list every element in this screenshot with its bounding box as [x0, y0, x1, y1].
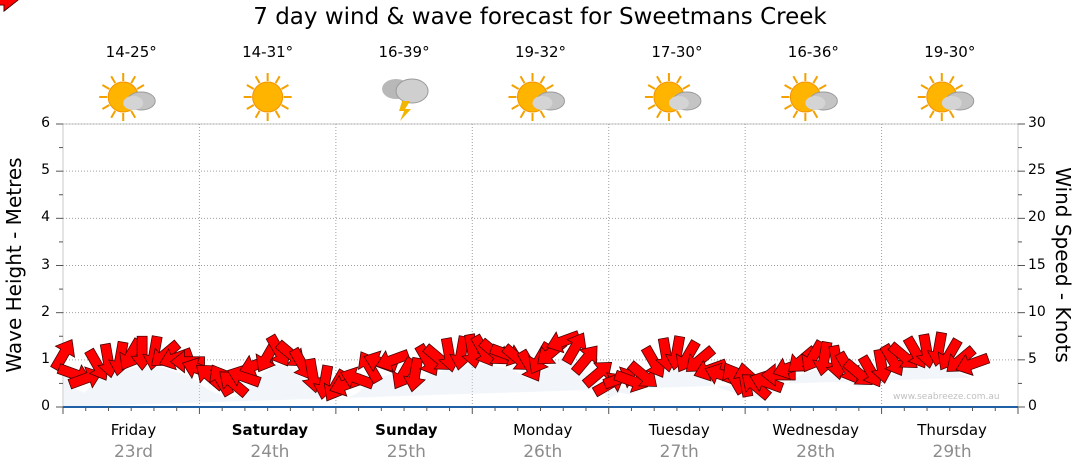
wind-arrow	[0, 0, 19, 12]
day-date-label: 24th	[250, 442, 290, 462]
day-name-label: Tuesday	[648, 421, 710, 439]
day-date-label: 26th	[523, 442, 563, 462]
day-name-label: Friday	[110, 421, 157, 439]
y2-tick-label: 10	[1028, 303, 1046, 320]
chart-title: 7 day wind & wave forecast for Sweetmans…	[253, 4, 827, 30]
day-temperature-range: 19-30°	[924, 43, 976, 61]
partly-cloudy-icon	[644, 73, 702, 121]
partly-cloudy-icon	[99, 73, 156, 121]
y2-tick-label: 15	[1028, 256, 1046, 273]
y2-tick-label: 25	[1028, 162, 1046, 179]
day-date-label: 29th	[932, 442, 972, 462]
y-tick-label: 0	[41, 398, 50, 414]
day-name-label: Thursday	[917, 421, 987, 439]
y-tick-label: 3	[41, 256, 50, 273]
storm-icon	[382, 78, 429, 121]
y2-tick-label: 30	[1028, 115, 1046, 131]
wind-arrow	[546, 330, 581, 354]
day-date-label: 27th	[659, 442, 699, 462]
wind-arrow	[879, 342, 905, 376]
wind-arrow	[301, 357, 325, 394]
y-tick-label: 2	[41, 303, 50, 320]
day-temperature-range: 16-39°	[378, 43, 430, 61]
wind-arrow	[570, 345, 598, 376]
wind-arrow	[226, 364, 262, 388]
wind-arrow	[561, 332, 587, 366]
wind-arrow	[375, 349, 411, 373]
y-tick-label: 4	[41, 209, 50, 226]
day-name-label: Monday	[513, 421, 573, 439]
day-name-label: Wednesday	[772, 421, 860, 439]
partly-cloudy-icon	[917, 73, 975, 121]
wind-arrow	[749, 370, 785, 394]
y-tick-label: 5	[41, 162, 50, 179]
wind-arrow	[581, 361, 613, 389]
sunny-icon	[243, 73, 292, 121]
wind-arrow	[955, 352, 991, 376]
day-temperature-range: 17-30°	[651, 43, 703, 61]
y2-tick-label: 20	[1028, 209, 1046, 226]
y-tick-label: 1	[41, 350, 50, 367]
day-temperature-range: 19-32°	[514, 43, 567, 61]
partly-cloudy-icon	[508, 73, 565, 121]
wind-arrow	[626, 360, 658, 387]
day-date-label: 28th	[796, 442, 836, 462]
day-temperature-range: 14-25°	[105, 43, 157, 61]
wind-arrow	[402, 356, 427, 393]
day-date-label: 23rd	[113, 442, 154, 462]
day-temperature-range: 16-36°	[787, 43, 839, 61]
y-tick-label: 6	[41, 115, 50, 131]
day-name-label: Sunday	[375, 421, 438, 439]
watermark: www.seabreeze.com.au	[893, 392, 1000, 402]
y2-tick-label: 0	[1028, 398, 1037, 414]
partly-cloudy-icon	[781, 73, 838, 121]
day-date-label: 25th	[386, 442, 426, 462]
day-name-label: Saturday	[231, 421, 309, 439]
y2-tick-label: 5	[1028, 350, 1037, 367]
y-axis-title: Wave Height - Metres	[2, 157, 26, 373]
day-temperature-range: 14-31°	[242, 43, 294, 61]
